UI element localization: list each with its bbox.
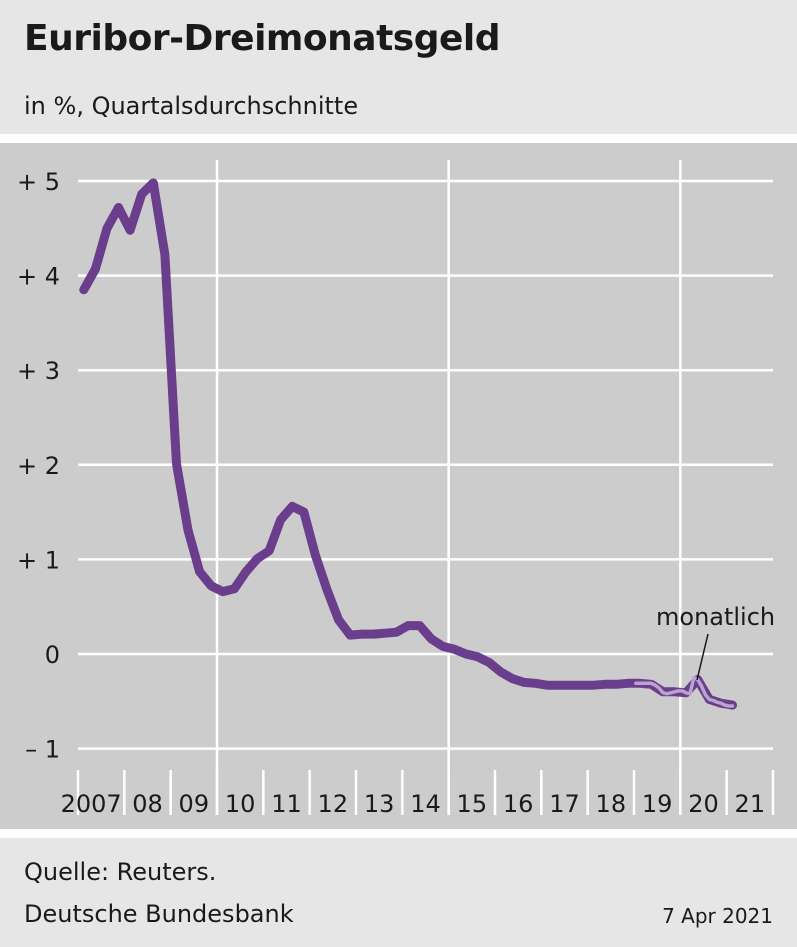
x-tick-label: 13 [364, 790, 395, 818]
x-tick-label: 21 [735, 790, 766, 818]
grid [76, 160, 775, 815]
series-line-monthly [634, 675, 735, 708]
y-tick-label: + 2 [17, 452, 60, 480]
annotation-monatlich: monatlich [656, 603, 775, 631]
publisher-name: Deutsche Bundesbank [24, 900, 294, 928]
publication-date: 7 Apr 2021 [662, 904, 773, 928]
y-tick-label: + 3 [17, 357, 60, 385]
y-tick-label: – 1 [25, 736, 60, 764]
y-tick-label: 0 [45, 641, 60, 669]
annotation-leader-line [696, 633, 709, 681]
x-tick-label: 20 [688, 790, 719, 818]
y-tick-label: + 5 [17, 168, 60, 196]
x-tick-label: 17 [549, 790, 580, 818]
x-tick-label: 2007 [61, 790, 122, 818]
x-tick-label: 16 [503, 790, 534, 818]
x-tick-labels: 2007 08 09 10 11 12 13 14 15 16 17 18 19 20 21 [61, 790, 765, 818]
x-tick-label: 19 [642, 790, 673, 818]
x-tick-label: 14 [410, 790, 441, 818]
header-panel [0, 0, 797, 134]
series-line-quarterly [79, 178, 737, 710]
x-tick-label: 09 [179, 790, 210, 818]
plot-area [0, 143, 797, 829]
x-tick-label: 10 [225, 790, 256, 818]
x-tick-label: 18 [596, 790, 627, 818]
x-tick-label: 08 [132, 790, 163, 818]
y-tick-label: + 1 [17, 546, 60, 574]
chart-subtitle: in %, Quartalsdurchschnitte [24, 92, 359, 120]
series [79, 178, 737, 710]
y-tick-label: + 4 [17, 263, 60, 291]
x-tick-label: 12 [318, 790, 349, 818]
x-tick-label: 11 [271, 790, 302, 818]
chart-title: Euribor-Dreimonatsgeld [24, 18, 501, 59]
source-note: Quelle: Reuters. [24, 858, 217, 886]
footer-panel [0, 838, 797, 947]
y-tick-labels: + 5 + 4 + 3 + 2 + 1 0 – 1 [17, 168, 60, 764]
line-chart: + 5 + 4 + 3 + 2 + 1 0 – 1 2007 08 09 10 11 12 13 14 15… [17, 160, 775, 818]
x-tick-label: 15 [457, 790, 488, 818]
